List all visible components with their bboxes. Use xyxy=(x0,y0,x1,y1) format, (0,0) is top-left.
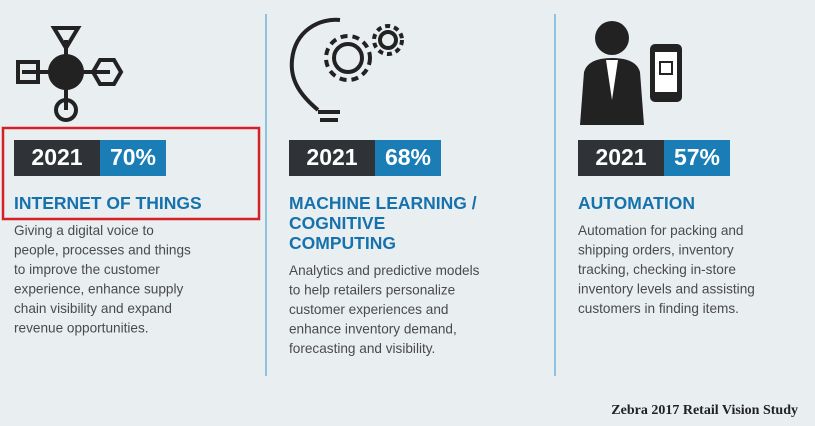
description: Giving a digital voice to xyxy=(14,223,154,238)
iot-icon xyxy=(16,26,124,122)
description: people, processes and things xyxy=(14,243,191,258)
description: Analytics and predictive models xyxy=(289,263,480,278)
percent-box xyxy=(375,140,441,176)
description: Automation for packing and xyxy=(578,223,744,238)
year: 2021 xyxy=(31,144,82,170)
percent: 70% xyxy=(110,144,156,170)
description: customer experiences and xyxy=(289,302,448,317)
percent: 68% xyxy=(385,144,431,170)
description: shipping orders, inventory xyxy=(578,243,734,258)
year-box xyxy=(578,140,664,176)
title: INTERNET OF THINGS xyxy=(14,193,202,213)
description: enhance inventory demand, xyxy=(289,322,457,337)
percent: 57% xyxy=(674,144,720,170)
description: revenue opportunities. xyxy=(14,321,149,336)
description: to help retailers personalize xyxy=(289,283,455,298)
description: to improve the customer xyxy=(14,262,160,277)
automation-icon xyxy=(580,21,682,125)
year-box xyxy=(289,140,375,176)
title: MACHINE LEARNING / xyxy=(289,193,477,213)
source: Zebra 2017 Retail Vision Study xyxy=(611,403,798,418)
description: chain visibility and expand xyxy=(14,301,172,316)
ml-icon xyxy=(289,17,404,122)
percent-box xyxy=(100,140,166,176)
description: forecasting and visibility. xyxy=(289,341,435,356)
title: COGNITIVE xyxy=(289,213,385,233)
description: experience, enhance supply xyxy=(14,282,183,297)
title: AUTOMATION xyxy=(578,193,695,213)
year-box xyxy=(14,140,100,176)
year: 2021 xyxy=(306,144,357,170)
description: inventory levels and assisting xyxy=(578,282,755,297)
title: COMPUTING xyxy=(289,233,396,253)
year: 2021 xyxy=(595,144,646,170)
highlight-box xyxy=(1,126,261,221)
description: tracking, checking in-store xyxy=(578,262,736,277)
percent-box xyxy=(664,140,730,176)
description: customers in finding items. xyxy=(578,301,739,316)
